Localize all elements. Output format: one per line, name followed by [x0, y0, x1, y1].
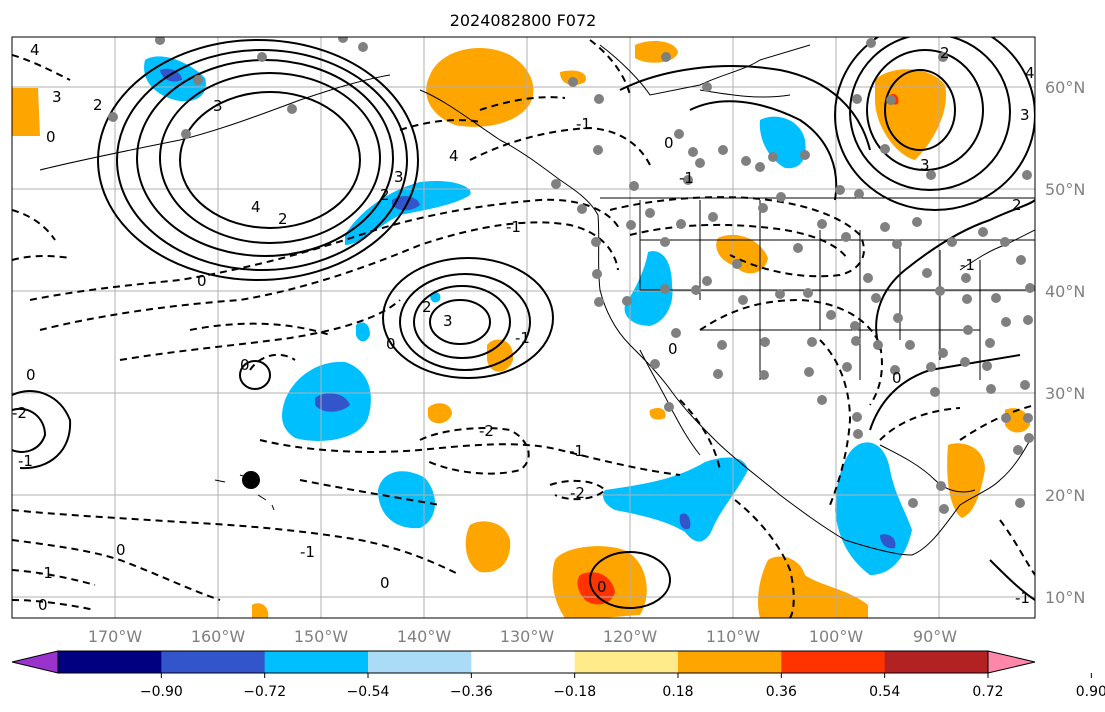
lon-tick: 140°W — [397, 627, 452, 646]
colorbar: −0.90 −0.72 −0.54 −0.36 −0.18 0.18 0.36 0.54 0.7… — [11, 650, 1105, 700]
contour-labels: 4 3 2 0 4 2 3 0 4 3 2 -1 3 2 -1 0 0 0 -2… — [12, 41, 1035, 614]
contour-label: -2 — [12, 404, 27, 422]
contour-label: 0 — [380, 574, 390, 592]
contour-label: -1 — [960, 256, 975, 274]
colorbar-tick-label: −0.72 — [243, 684, 286, 700]
contour-label: 2 — [278, 210, 288, 228]
lon-tick: 170°W — [88, 627, 143, 646]
contour-label: 0 — [597, 578, 607, 596]
contour-label: 0 — [386, 335, 396, 353]
contour-label: 2 — [380, 186, 390, 204]
contour-label: -1 — [1015, 589, 1030, 607]
contour-label: 2 — [93, 96, 103, 114]
colorbar-segment — [678, 651, 782, 673]
lon-tick: 100°W — [809, 627, 864, 646]
contour-label: 0 — [664, 134, 674, 152]
colorbar-segment — [368, 651, 472, 673]
contour-label: 0 — [668, 340, 678, 358]
contour-label: 0 — [197, 272, 207, 290]
colorbar-tick-label: 0.36 — [766, 684, 797, 700]
lat-tick: 30°N — [1045, 384, 1085, 403]
colorbar-segment — [471, 651, 576, 673]
lon-tick: 120°W — [603, 627, 658, 646]
contour-label: -2 — [479, 422, 494, 440]
lon-tick: 130°W — [500, 627, 555, 646]
contour-label: 4 — [30, 41, 40, 59]
lat-tick: 10°N — [1045, 588, 1085, 607]
map-title: 2024082800 F072 — [450, 11, 597, 30]
colorbar-tick-label: −0.54 — [347, 684, 390, 700]
colorbar-segment — [58, 651, 162, 673]
colorbar-segment — [781, 651, 886, 673]
lat-tick: 40°N — [1045, 282, 1085, 301]
colorbar-segment — [884, 651, 989, 673]
contour-label: -1 — [18, 452, 33, 470]
map-layers: 4 3 2 0 4 2 3 0 4 3 2 -1 3 2 -1 0 0 0 -2… — [12, 37, 1035, 618]
colorbar-tick-label: −0.90 — [140, 684, 183, 700]
colorbar-tick-label: 0.54 — [869, 684, 900, 700]
contour-label: 2 — [940, 44, 950, 62]
colorbar-tick-label: 0.90 — [1076, 684, 1105, 700]
colorbar-tick-label: −0.36 — [450, 684, 493, 700]
contour-label: -1 — [38, 564, 53, 582]
colorbar-outline — [57, 650, 989, 674]
contour-label: 0 — [46, 128, 56, 146]
colorbar-extend-min — [11, 650, 59, 674]
lon-tick: 150°W — [294, 627, 349, 646]
contour-label: -1 — [569, 442, 584, 460]
contour-label: 3 — [443, 312, 453, 330]
contour-label: -1 — [515, 329, 530, 347]
lat-tick: 60°N — [1045, 78, 1085, 97]
lon-tick: 110°W — [706, 627, 761, 646]
lon-tick-labels: 170°W 160°W 150°W 140°W 130°W 120°W 110°… — [88, 627, 957, 646]
lat-tick: 20°N — [1045, 486, 1085, 505]
negative-contours — [12, 39, 1035, 618]
lat-tick-labels: 60°N 50°N 40°N 30°N 20°N 10°N — [1045, 78, 1085, 607]
colorbar-tick-label: 0.72 — [972, 684, 1003, 700]
colorbar-segment — [264, 651, 369, 673]
contour-label: 0 — [38, 596, 48, 614]
contour-label: 0 — [240, 356, 250, 374]
contour-label: 3 — [52, 88, 62, 106]
contour-label: 4 — [449, 147, 459, 165]
contour-label: 2 — [1012, 196, 1022, 214]
contour-label: 4 — [251, 198, 261, 216]
colorbar-tick-label: 0.18 — [662, 684, 693, 700]
contour-label: -2 — [570, 484, 585, 502]
lat-tick: 50°N — [1045, 180, 1085, 199]
contour-label: 0 — [116, 541, 126, 559]
contour-label: 3 — [1020, 106, 1030, 124]
contour-label: -1 — [679, 169, 694, 187]
colorbar-segment — [574, 651, 679, 673]
contour-label: -1 — [300, 543, 315, 561]
colorbar-extend-max — [987, 650, 1036, 674]
lon-tick: 160°W — [191, 627, 246, 646]
map-frame — [11, 36, 1036, 619]
positive-contours — [12, 37, 1035, 609]
colorbar-tick-label: −0.18 — [553, 684, 596, 700]
contour-label: -1 — [506, 218, 521, 236]
colorbar-segment — [161, 651, 266, 673]
location-marker — [242, 471, 260, 489]
contour-label: 4 — [1025, 64, 1035, 82]
lat-lon-grid — [12, 37, 1035, 618]
contour-label: 0 — [26, 366, 36, 384]
contour-label: 0 — [892, 369, 902, 387]
contour-label: -1 — [576, 115, 591, 133]
contour-label: 2 — [422, 298, 432, 316]
station-dots — [108, 37, 1035, 514]
lon-tick: 90°W — [913, 627, 957, 646]
contour-label: 3 — [213, 97, 223, 115]
contour-label: 3 — [394, 168, 404, 186]
contour-label: 3 — [920, 156, 930, 174]
